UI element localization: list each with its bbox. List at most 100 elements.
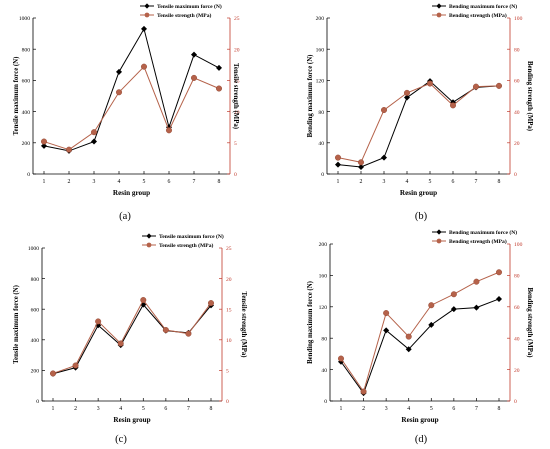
legend-marker-diamond	[144, 3, 150, 9]
x-tick-label: 6	[452, 406, 455, 412]
data-point-diamond	[405, 346, 412, 353]
left-tick-label: 0	[27, 172, 30, 178]
right-tick-label: 5	[234, 141, 237, 147]
data-point-diamond	[381, 154, 387, 161]
right-axis-title: Tensile strength (MPa)	[232, 63, 239, 129]
data-point-circle	[338, 355, 345, 362]
legend-label: Bending maximum force (N)	[449, 3, 517, 10]
legend-marker-diamond	[436, 229, 442, 235]
legend-label: Bending strength (MPa)	[449, 12, 507, 19]
right-tick-label: 0	[514, 399, 517, 405]
x-tick-label: 7	[475, 179, 478, 185]
x-tick-label: 6	[168, 179, 171, 185]
right-tick-label: 25	[234, 16, 240, 22]
data-point-diamond	[116, 68, 122, 75]
left-tick-label: 40	[318, 141, 324, 147]
x-tick-label: 2	[68, 179, 71, 185]
x-tick-label: 3	[97, 406, 100, 412]
right-tick-label: 10	[234, 110, 240, 116]
data-point-diamond	[41, 142, 47, 149]
right-tick-label: 20	[226, 277, 232, 283]
legend-label: Bending strength (MPa)	[449, 238, 507, 245]
right-tick-label: 5	[226, 369, 229, 375]
data-point-circle	[65, 146, 72, 153]
left-tick-label: 160	[316, 47, 325, 53]
data-point-diamond	[473, 304, 480, 311]
legend-label: Tensile maximum force (N)	[159, 233, 224, 240]
panel-label: (c)	[115, 434, 127, 445]
data-point-circle	[335, 154, 342, 161]
x-tick-label: 5	[142, 406, 145, 412]
right-tick-label: 15	[234, 79, 240, 85]
left-tick-label: 800	[31, 277, 40, 283]
data-point-diamond	[358, 163, 364, 170]
right-tick-label: 60	[514, 305, 520, 311]
right-tick-label: 60	[514, 79, 520, 85]
panel-label: (a)	[119, 211, 131, 222]
data-point-circle	[360, 388, 367, 395]
legend-label: Tensile maximum force (N)	[157, 3, 222, 10]
left-tick-label: 200	[316, 16, 325, 22]
x-tick-label: 2	[362, 406, 365, 412]
data-point-diamond	[496, 295, 502, 302]
data-point-circle	[165, 127, 172, 134]
x-tick-label: 6	[452, 179, 455, 185]
x-tick-label: 4	[118, 179, 121, 185]
right-axis-title: Bending strength (MPa)	[526, 287, 533, 357]
left-tick-label: 400	[22, 110, 31, 116]
right-tick-label: 0	[234, 172, 237, 178]
data-point-circle	[162, 327, 169, 334]
series-line-1	[340, 298, 500, 395]
right-tick-label: 0	[514, 172, 517, 178]
series-line-1	[337, 80, 500, 168]
right-tick-label: 40	[514, 336, 520, 342]
data-point-circle	[190, 74, 197, 81]
legend-label: Tensile strength (MPa)	[159, 242, 214, 249]
left-tick-label: 400	[31, 338, 40, 344]
data-point-circle	[496, 82, 503, 89]
right-tick-label: 10	[226, 338, 232, 344]
left-tick-label: 200	[22, 141, 31, 147]
x-tick-label: 3	[383, 179, 386, 185]
legend-marker-circle	[436, 12, 442, 18]
legend-marker-diamond	[436, 3, 442, 9]
legend-marker-circle	[144, 12, 150, 18]
left-tick-label: 0	[36, 399, 39, 405]
x-tick-label: 4	[407, 406, 410, 412]
series-line-1	[52, 303, 212, 375]
data-point-circle	[95, 318, 102, 325]
left-axis-title: Tensile maximum force (N)	[13, 57, 20, 136]
left-tick-label: 600	[22, 79, 31, 85]
right-tick-label: 100	[514, 242, 523, 248]
left-tick-label: 1000	[19, 16, 30, 22]
legend-marker-circle	[146, 242, 152, 248]
right-tick-label: 20	[514, 368, 520, 374]
data-point-diamond	[191, 51, 197, 58]
panel-label: (b)	[415, 211, 428, 222]
series-line-1	[43, 27, 220, 152]
x-tick-label: 4	[406, 179, 409, 185]
x-axis-title: Resin group	[113, 416, 150, 424]
right-tick-label: 80	[514, 47, 520, 53]
data-point-circle	[405, 333, 412, 340]
data-point-diamond	[383, 327, 390, 334]
x-tick-label: 5	[429, 179, 432, 185]
x-tick-label: 8	[498, 179, 501, 185]
left-axis-title: Tensile maximum force (N)	[13, 285, 20, 364]
x-axis-title: Resin group	[400, 189, 437, 197]
left-tick-label: 80	[318, 110, 324, 116]
right-tick-label: 25	[226, 246, 232, 252]
left-axis-title: Bending maximum force (N)	[307, 55, 314, 138]
data-point-circle	[140, 297, 147, 304]
data-point-circle	[450, 102, 457, 109]
data-point-diamond	[141, 25, 147, 32]
right-tick-label: 0	[226, 399, 229, 405]
chart-panel-3: 0 200 400 600 800 1000 0 5 10 15 20 25 1 2 3 4 5 6 7 8 Resin…	[13, 233, 247, 445]
x-tick-label: 2	[360, 179, 363, 185]
left-tick-label: 0	[324, 399, 327, 405]
data-point-circle	[496, 269, 503, 276]
data-point-circle	[381, 107, 388, 114]
x-tick-label: 7	[475, 406, 478, 412]
data-point-circle	[473, 83, 480, 90]
x-tick-label: 7	[193, 179, 196, 185]
